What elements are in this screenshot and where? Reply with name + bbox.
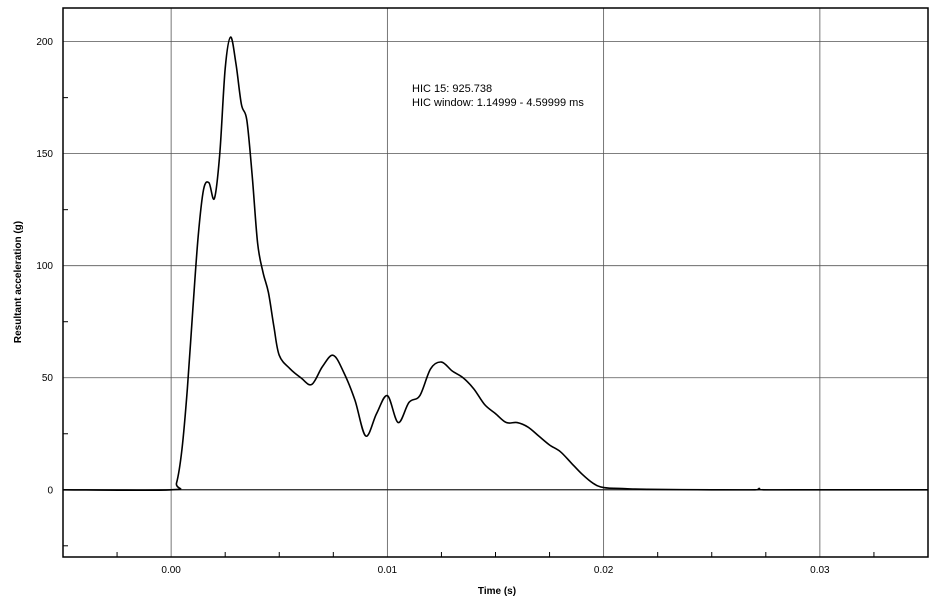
y-tick-label: 50 bbox=[42, 373, 54, 384]
grid bbox=[63, 8, 928, 557]
y-tick-label: 200 bbox=[36, 37, 53, 48]
tick-labels: 0.00 0.01 0.02 0.03 0 50 100 150 200 bbox=[36, 37, 830, 576]
x-axis-label: Time (s) bbox=[478, 586, 516, 597]
x-tick-label: 0.02 bbox=[594, 565, 614, 576]
x-tick-label: 0.00 bbox=[161, 565, 181, 576]
hic-window-annotation: HIC window: 1.14999 - 4.59999 ms bbox=[412, 97, 584, 109]
series-line bbox=[62, 36, 928, 492]
hic-value-annotation: HIC 15: 925.738 bbox=[412, 83, 492, 95]
x-tick-label: 0.03 bbox=[810, 565, 830, 576]
plot-frame bbox=[62, 7, 929, 558]
y-tick-label: 0 bbox=[47, 485, 53, 496]
y-tick-label: 100 bbox=[36, 261, 53, 272]
y-axis-label: Resultant acceleration (g) bbox=[13, 221, 24, 343]
x-tick-label: 0.01 bbox=[378, 565, 398, 576]
y-tick-label: 150 bbox=[36, 149, 53, 160]
